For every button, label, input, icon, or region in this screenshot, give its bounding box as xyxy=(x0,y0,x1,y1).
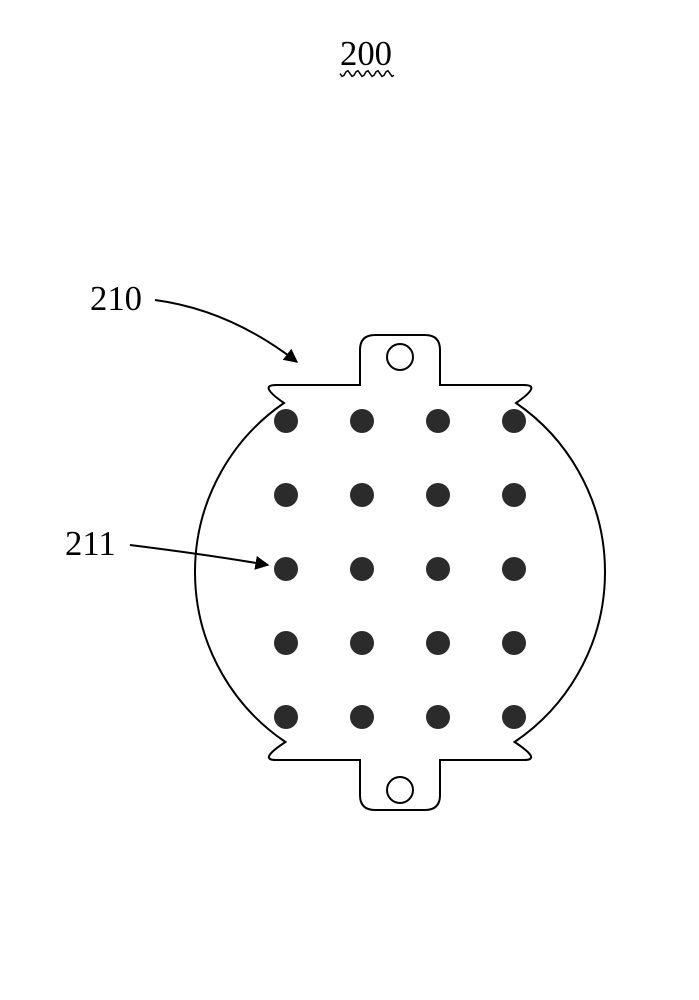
leader-211 xyxy=(130,545,268,565)
grid-dot xyxy=(350,705,374,729)
grid-dot xyxy=(274,705,298,729)
grid-dot xyxy=(274,557,298,581)
grid-dot xyxy=(426,557,450,581)
grid-dot xyxy=(350,557,374,581)
grid-dot xyxy=(502,483,526,507)
grid-dot xyxy=(350,631,374,655)
grid-dot xyxy=(350,483,374,507)
grid-dot xyxy=(274,631,298,655)
grid-dot xyxy=(502,631,526,655)
dot-grid xyxy=(274,409,526,729)
grid-dot xyxy=(426,409,450,433)
grid-dot xyxy=(502,705,526,729)
body-outline xyxy=(195,335,605,810)
mounting-hole-top xyxy=(387,344,413,370)
grid-dot xyxy=(502,409,526,433)
grid-dot xyxy=(350,409,374,433)
grid-dot xyxy=(426,631,450,655)
grid-dot xyxy=(426,483,450,507)
diagram-svg xyxy=(0,0,699,1000)
grid-dot xyxy=(426,705,450,729)
leader-210 xyxy=(155,300,297,362)
grid-dot xyxy=(502,557,526,581)
grid-dot xyxy=(274,483,298,507)
title-wavy-underline xyxy=(340,71,394,77)
figure-canvas: 200 210 211 xyxy=(0,0,699,1000)
grid-dot xyxy=(274,409,298,433)
mounting-hole-bottom xyxy=(387,777,413,803)
